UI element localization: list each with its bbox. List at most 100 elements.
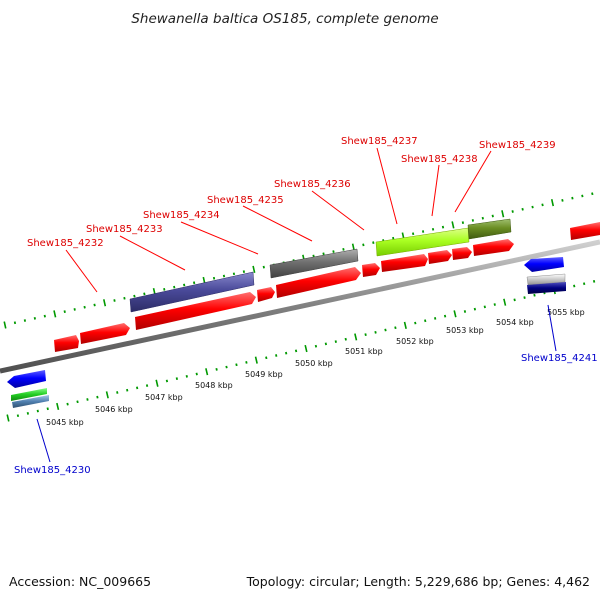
gene-arrow-forward[interactable] [135,292,256,330]
scale-tick [324,342,328,346]
gene-label-bottom[interactable]: Shew185_4230 [14,465,91,476]
scale-tick [26,411,30,415]
scale-tick [102,299,107,307]
scale-tick [222,274,226,278]
leader-line [180,221,259,255]
gene-arrow-forward[interactable] [473,239,514,256]
gene-arrow-reverse[interactable] [524,257,564,272]
scale-tick [105,391,109,399]
gene-arrow-forward[interactable] [276,267,361,298]
scale-tick [225,365,228,369]
gene-arrow-forward[interactable] [257,287,275,302]
scale-tick [521,207,524,211]
gene-arrow-forward[interactable] [54,335,79,352]
scale-tick [434,317,437,320]
scale-tick [13,321,17,325]
scale-tick [262,265,265,269]
scale-tick [16,414,20,418]
gene-label-top[interactable]: Shew185_4236 [274,179,351,190]
gene-arrow-reverse[interactable] [7,370,46,388]
scale-label: 5054 kbp [496,318,534,327]
scale-tick [36,409,39,413]
scale-tick [531,205,534,209]
scale-tick [252,265,256,273]
gene-label-top[interactable]: Shew185_4233 [86,224,163,235]
gene-label-top[interactable]: Shew185_4235 [207,195,284,206]
gene-label-top[interactable]: Shew185_4237 [341,136,418,147]
scale-tick [403,321,407,329]
scale-tick [461,221,465,225]
gene-arrow-forward[interactable] [452,247,472,260]
gene-feature-silver[interactable] [526,273,566,286]
scale-tick [372,241,375,245]
scale-labels: 5045 kbp 5046 kbp 5047 kbp 5048 kbp 5049… [46,308,585,427]
scale-tick [533,293,536,297]
gene-feature-steelblue[interactable] [12,395,49,408]
gene-feature-navy[interactable] [527,282,566,294]
gene-label-top[interactable]: Shew185_4239 [479,140,556,151]
gene-arrow-forward[interactable] [80,323,130,344]
scale-tick [550,199,555,207]
gene-arrow-forward[interactable] [362,263,380,277]
scale-tick [332,250,335,253]
scale-tick [374,330,377,334]
scale-tick [165,379,169,383]
scale-tick [245,361,248,364]
scale-tick [235,363,238,367]
scale-label: 5053 kbp [446,326,484,335]
gene-feature-grey[interactable] [269,248,359,279]
leader-line [311,190,365,231]
scale-tick [135,386,139,390]
scale-tick [592,280,596,283]
scale-tick [116,391,119,394]
scale-tick [23,319,27,322]
scale-tick [56,402,60,411]
scale-tick [473,307,477,311]
forward-genes [54,222,600,352]
scale-tick [523,296,526,299]
scale-tick [342,247,345,251]
scale-tick [43,314,46,318]
scale-tick [275,354,278,357]
accession-text: Accession: NC_009665 [9,574,151,589]
scale-tick [513,298,516,302]
leader-line [242,205,313,242]
scale-tick [83,305,86,309]
gene-label-bottom[interactable]: Shew185_4241 [521,353,598,364]
scale-tick [63,310,66,314]
scale-tick [232,272,236,276]
map-title: Shewanella baltica OS185, complete genom… [131,11,438,27]
gene-arrow-forward[interactable] [428,250,452,264]
gene-label-top[interactable]: Shew185_4232 [27,238,104,249]
scale-tick [581,194,584,198]
scale-tick [73,308,76,311]
scale-tick [175,377,179,381]
scale-tick [6,414,10,422]
scale-tick [493,303,496,306]
scale-tick [503,298,507,306]
gene-feature-lime[interactable] [375,227,470,257]
scale-tick [453,310,457,318]
scale-tick [145,384,149,387]
scale-tick [541,203,544,207]
scale-tick [483,305,486,309]
scale-label: 5052 kbp [396,337,434,346]
scale-tick [364,333,367,337]
gene-arrow-forward[interactable] [570,222,600,240]
scale-tick [195,372,198,376]
feature-track-upper [129,218,512,313]
gene-arrow-forward[interactable] [381,254,428,272]
scale-tick [384,328,387,332]
scale-tick [424,319,427,323]
scale-tick [501,210,505,218]
gene-feature-olive[interactable] [467,218,512,240]
gene-feature-purple[interactable] [129,271,255,313]
gene-label-top[interactable]: Shew185_4234 [143,210,220,221]
leader-line [36,418,51,463]
gene-label-top[interactable]: Shew185_4238 [401,154,478,165]
scale-tick [93,303,96,307]
scale-tick [394,326,397,330]
gene-feature-green[interactable] [11,388,47,401]
scale-tick [205,368,209,376]
leader-line [431,164,440,217]
